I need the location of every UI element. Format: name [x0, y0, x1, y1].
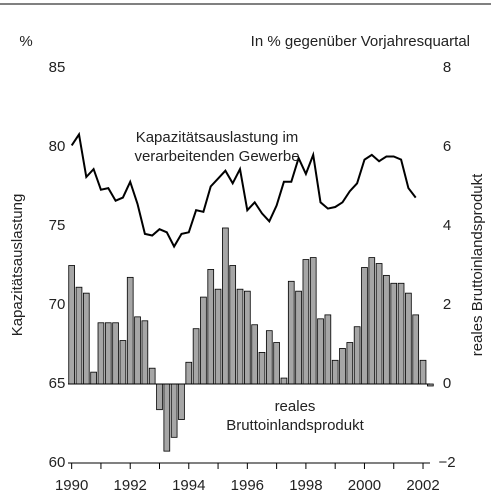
bar: [192, 328, 200, 385]
bar: [317, 318, 324, 385]
bar: [412, 314, 420, 385]
bar: [324, 314, 332, 385]
bar: [200, 296, 207, 385]
bar: [280, 377, 288, 385]
bar: [331, 359, 339, 385]
y-tick-label: 75: [49, 217, 66, 234]
x-tick-label: 1998: [289, 477, 322, 494]
annotation: Bruttoinlandsprodukt: [226, 417, 364, 434]
y2-tick-label: 4: [443, 217, 451, 234]
unit-label: %: [19, 33, 32, 50]
bar: [361, 267, 368, 385]
x-tick-label: 2002: [406, 477, 439, 494]
bar: [427, 383, 434, 387]
bar: [178, 383, 185, 420]
bar: [397, 282, 405, 385]
bar: [368, 257, 376, 385]
bar: [309, 257, 317, 385]
bar: [251, 324, 258, 385]
bar: [126, 276, 134, 385]
annotation: reales: [275, 398, 316, 415]
bar: [112, 322, 119, 385]
bar: [287, 280, 295, 385]
bar: [302, 259, 310, 385]
bar: [258, 351, 266, 385]
bar: [346, 342, 354, 385]
bar: [170, 383, 178, 438]
bar: [207, 269, 215, 385]
bar: [185, 361, 193, 385]
bar: [229, 265, 237, 385]
bar: [119, 340, 127, 385]
bar: [353, 326, 361, 385]
y-axis-label: Kapazitätsauslastung: [9, 194, 26, 337]
bar: [339, 348, 346, 385]
y2-tick-label: 6: [443, 138, 451, 155]
y-tick-label: 70: [49, 296, 66, 313]
bar: [148, 367, 156, 385]
bar: [383, 274, 390, 385]
bar: [273, 342, 280, 385]
x-tick-label: 1996: [231, 477, 264, 494]
x-tick-label: 2000: [348, 477, 381, 494]
y2-tick-label: 2: [443, 296, 451, 313]
bar: [419, 359, 427, 385]
bar: [214, 288, 222, 385]
bar: [90, 371, 97, 385]
bar: [141, 320, 149, 385]
annotation: verarbeitenden Gewerbe: [134, 148, 299, 165]
x-tick-label: 1994: [172, 477, 205, 494]
x-tick-label: 1992: [114, 477, 147, 494]
x-tick-label: 1990: [55, 477, 88, 494]
bar: [222, 227, 229, 385]
y-tick-label: 85: [49, 59, 66, 76]
bar: [375, 263, 383, 385]
bar: [68, 265, 75, 385]
y2-tick-label: −2: [438, 454, 455, 471]
bar: [236, 288, 244, 385]
bar: [405, 292, 412, 385]
bar: [82, 292, 90, 385]
annotation: Kapazitätsauslastung im: [136, 129, 299, 146]
bar: [104, 322, 112, 385]
bar: [75, 286, 83, 385]
y2-tick-label: 0: [443, 375, 451, 392]
line: [70, 131, 417, 249]
bar: [97, 322, 105, 385]
y-tick-label: 60: [49, 454, 66, 471]
bar: [156, 383, 163, 411]
right-title: In % gegenüber Vorjahresquartal: [251, 33, 470, 50]
y-tick-label: 65: [49, 375, 66, 392]
bar: [244, 290, 251, 385]
y2-tick-label: 8: [443, 59, 451, 76]
y-tick-label: 80: [49, 138, 66, 155]
bar: [295, 290, 302, 385]
bar: [134, 316, 141, 385]
bar: [163, 383, 171, 452]
y2-axis-label: reales Bruttoinlandsprodukt: [469, 173, 486, 356]
bar: [390, 282, 398, 385]
bar: [265, 330, 273, 385]
